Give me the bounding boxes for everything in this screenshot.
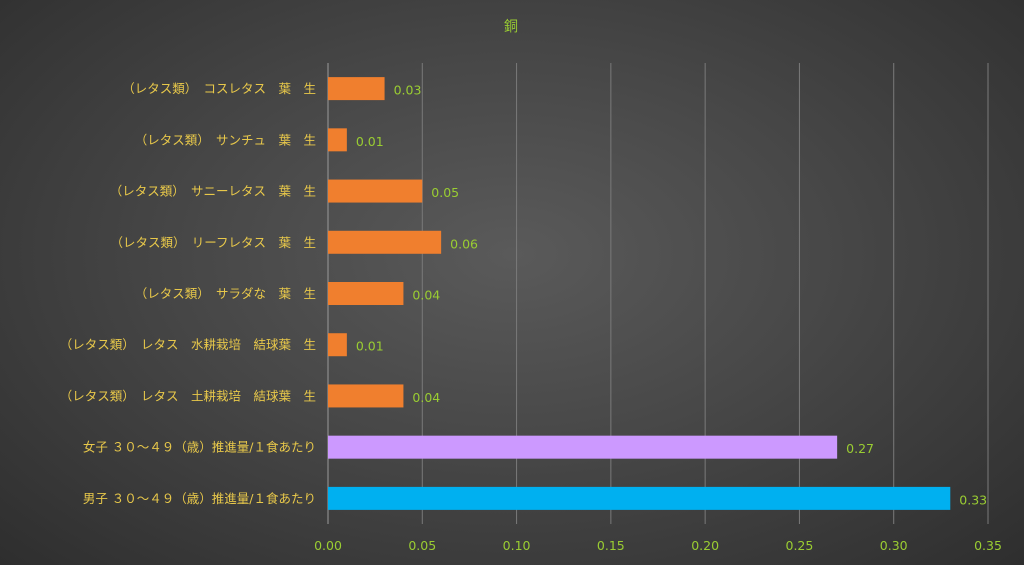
category-label: （レタス類） サラダな 葉 生: [135, 286, 316, 301]
x-tick-label: 0.05: [408, 538, 436, 553]
bar: [328, 179, 423, 203]
category-label: （レタス類） コスレタス 葉 生: [122, 81, 316, 96]
x-tick-label: 0.20: [691, 538, 719, 553]
bar: [328, 282, 404, 305]
bar: [328, 435, 838, 459]
data-label: 0.01: [356, 134, 384, 149]
category-label: （レタス類） サンチュ 葉 生: [135, 132, 316, 147]
bar: [328, 333, 347, 357]
bar: [328, 384, 404, 408]
labels: 0.00 0.05 0.10 0.15 0.20 0.25 0.30 0.35 （レタス類） コ…: [60, 81, 1002, 553]
data-label: 0.03: [394, 83, 422, 98]
bar: [328, 486, 951, 510]
x-tick-label: 0.00: [314, 538, 342, 553]
data-label: 0.04: [412, 288, 440, 303]
data-label: 0.01: [356, 339, 384, 354]
x-tick-label: 0.25: [786, 538, 814, 553]
chart-title: 銅: [504, 19, 518, 35]
bar: [328, 230, 442, 254]
bar: [328, 128, 347, 152]
data-label: 0.05: [431, 185, 459, 200]
category-label: 女子 ３０～４９（歳）推進量/１食あたり: [83, 440, 316, 455]
x-tick-label: 0.10: [503, 538, 531, 553]
data-label: 0.04: [412, 390, 440, 405]
x-tick-label: 0.35: [974, 538, 1002, 553]
category-label: 男子 ３０～４９（歳）推進量/１食あたり: [83, 491, 316, 506]
gridlines: [327, 63, 989, 524]
x-tick-label: 0.15: [597, 538, 625, 553]
category-label: （レタス類） レタス 水耕栽培 結球葉 生: [60, 337, 316, 352]
bars: [328, 77, 951, 510]
data-label: 0.33: [959, 492, 987, 507]
category-label: （レタス類） リーフレタス 葉 生: [110, 235, 316, 250]
category-label: （レタス類） レタス 土耕栽培 結球葉 生: [60, 388, 316, 403]
data-label: 0.27: [846, 441, 874, 456]
bar: [328, 77, 385, 101]
data-label: 0.06: [450, 236, 478, 251]
category-label: （レタス類） サニーレタス 葉 生: [110, 184, 316, 199]
x-tick-label: 0.30: [880, 538, 908, 553]
